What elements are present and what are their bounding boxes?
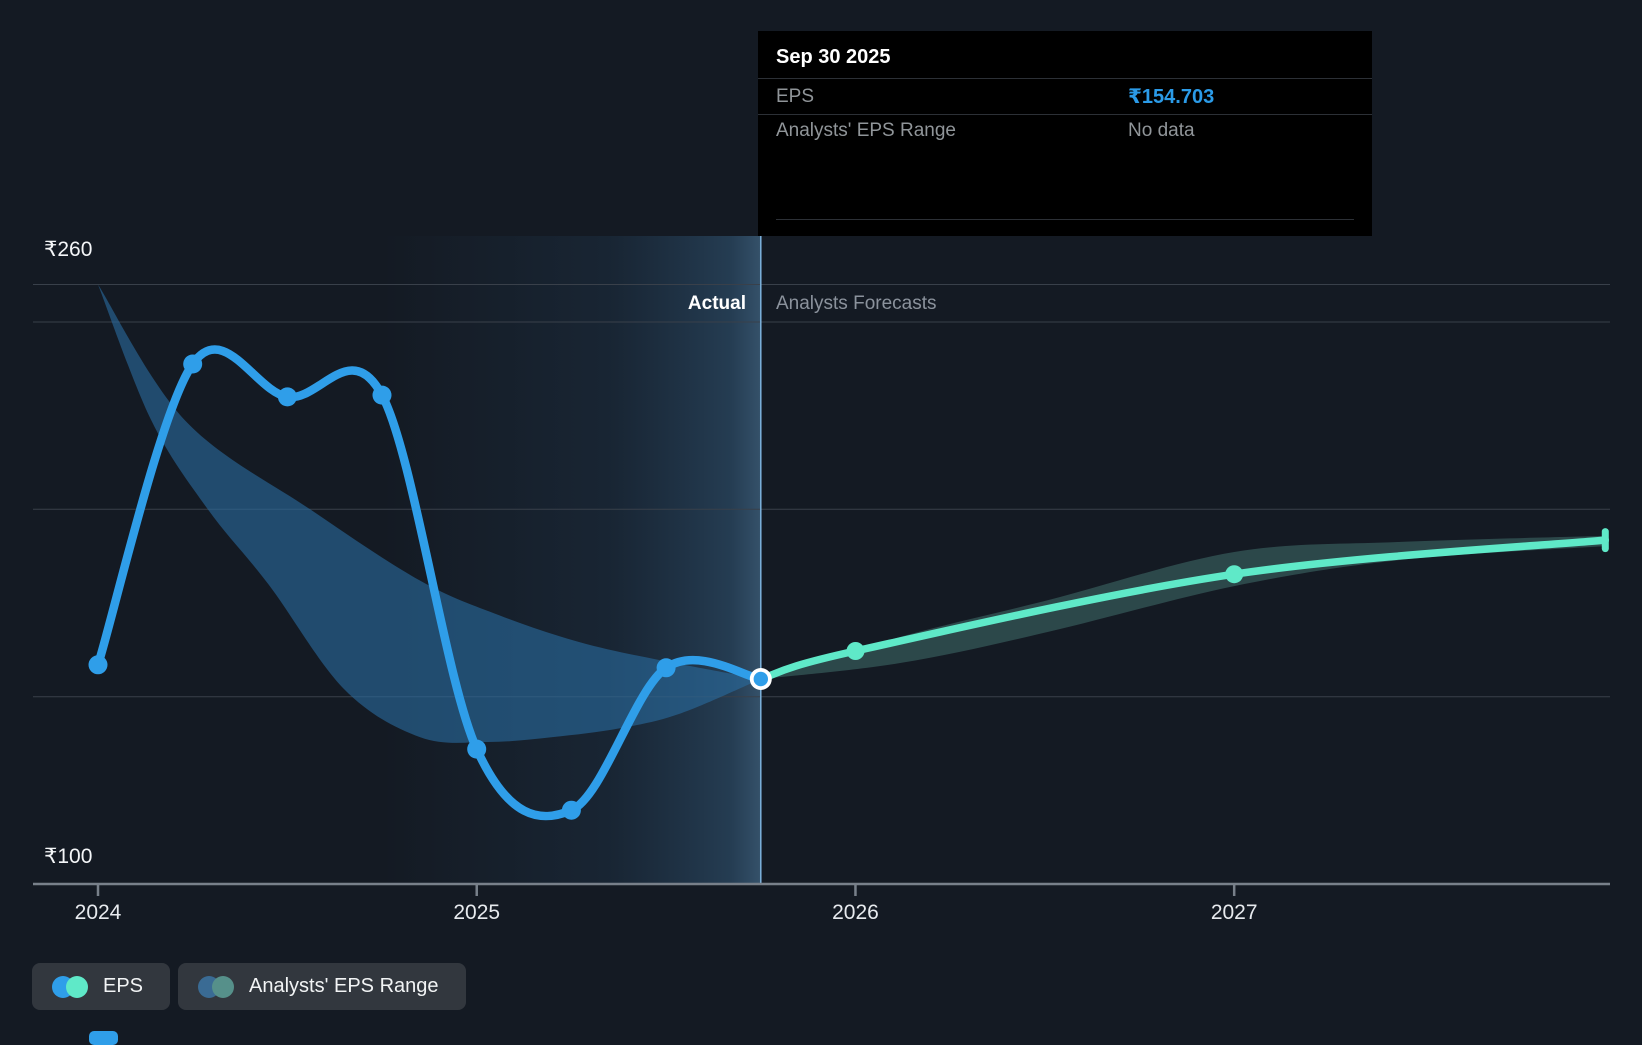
legend-label-analysts-eps-range: Analysts' EPS Range	[249, 975, 439, 997]
eps-point-sep-30-2024[interactable]	[372, 385, 392, 405]
range-forecast-dot-icon	[212, 975, 235, 998]
legend-pill-eps[interactable]: EPS	[32, 963, 171, 1010]
eps-forecast-dot-icon	[66, 975, 88, 998]
chart-legend: EPS Analysts' EPS Range	[32, 963, 466, 1010]
cut-off-bottom-element[interactable]	[89, 1031, 118, 1045]
eps-line-forecast	[757, 536, 1610, 683]
tooltip-row-value: No data	[1128, 120, 1195, 141]
tooltip-date-title: Sep 30 2025	[776, 46, 891, 68]
tooltip-row-analysts-eps-range: Analysts' EPS Range No data	[758, 114, 1372, 147]
eps-forecast-end-cap	[1601, 528, 1609, 553]
eps-forecast-point-dec-31-2026[interactable]	[1225, 565, 1244, 584]
tooltip-divider-rule	[776, 219, 1354, 220]
chart-tooltip: Sep 30 2025 EPS ₹154.703 Analysts' EPS Ran…	[758, 31, 1372, 236]
eps-point-mar-31-2025[interactable]	[561, 800, 581, 820]
past-12-months-highlight	[382, 236, 761, 884]
forecasts-phase-label: Analysts Forecasts	[776, 293, 937, 314]
eps-point-dec-31-2024[interactable]	[467, 739, 487, 759]
x-axis-label-2027: 2027	[1210, 901, 1258, 924]
tooltip-row-label: EPS	[776, 85, 815, 107]
range-band-forecast	[760, 535, 1606, 680]
x-axis-label-2025: 2025	[453, 901, 501, 924]
y-axis-label-max: ₹260	[44, 238, 93, 261]
x-axis-label-2024: 2024	[74, 901, 122, 924]
eps-forecast-point-dec-31-2025[interactable]	[846, 642, 865, 660]
tooltip-row-value: ₹154.703	[1128, 86, 1215, 108]
legend-pill-analysts-eps-range[interactable]: Analysts' EPS Range	[178, 963, 466, 1010]
tooltip-row-eps: EPS ₹154.703	[758, 78, 1372, 114]
x-axis-label-2026: 2026	[832, 901, 879, 924]
range-series-dots-icon	[198, 975, 235, 998]
eps-point-dec-31-2023[interactable]	[88, 655, 108, 675]
eps-point-jun-30-2024[interactable]	[277, 387, 297, 407]
y-axis-label-min: ₹100	[44, 845, 93, 868]
eps-series-dots-icon	[52, 975, 88, 998]
tooltip-rows: EPS ₹154.703 Analysts' EPS Range No data	[758, 78, 1372, 147]
actual-phase-label: Actual	[687, 293, 746, 314]
eps-point-mar-31-2024[interactable]	[183, 354, 203, 374]
eps-point-jun-30-2025[interactable]	[656, 658, 676, 678]
hovered-point[interactable]	[753, 671, 768, 687]
legend-label-eps: EPS	[103, 975, 144, 997]
range-band-actual	[98, 284, 761, 743]
tooltip-row-label: Analysts' EPS Range	[776, 120, 956, 141]
